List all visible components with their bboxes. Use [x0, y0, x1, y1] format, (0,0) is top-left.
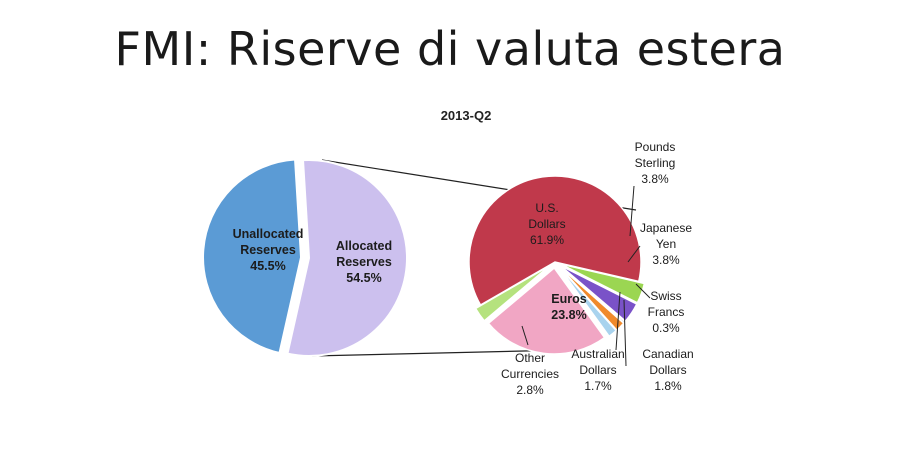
label-usd-line: U.S. [535, 201, 558, 215]
label-cad: Canadian Dollars 1.8% [642, 347, 693, 393]
main-slice-allocated [286, 159, 408, 357]
label-aud-line: 1.7% [584, 379, 612, 393]
chart-subtitle: 2013-Q2 [441, 108, 492, 123]
label-cad-line: Dollars [649, 363, 686, 377]
label-gbp-line: Sterling [635, 156, 676, 170]
detail-slice-eur [487, 266, 606, 355]
label-gbp-line: 3.8% [641, 172, 669, 186]
detail-slice-usd [468, 175, 642, 307]
label-aud: Australian Dollars 1.7% [571, 347, 624, 393]
detail-slice-other [474, 264, 551, 322]
label-allocated-line: 54.5% [346, 271, 381, 285]
label-unallocated-line: Unallocated [233, 227, 304, 241]
label-cad-line: 1.8% [654, 379, 682, 393]
label-other-line: 2.8% [516, 383, 544, 397]
leader-line [521, 325, 529, 346]
leader-line [627, 245, 641, 263]
label-allocated-line: Allocated [336, 239, 392, 253]
label-chf-line: Francs [648, 305, 685, 319]
label-jpy-line: 3.8% [652, 253, 680, 267]
label-usd: U.S. Dollars 61.9% [528, 201, 565, 247]
label-allocated: Allocated Reserves 54.5% [336, 239, 392, 285]
detail-pie [468, 175, 646, 355]
main-pie [202, 158, 408, 357]
label-other-line: Other [515, 351, 545, 365]
label-eur-line: 23.8% [551, 308, 586, 322]
label-chf: Swiss Francs 0.3% [648, 289, 685, 335]
leader-line [635, 283, 651, 299]
label-unallocated: Unallocated Reserves 45.5% [233, 227, 304, 273]
label-chf-line: Swiss [650, 289, 681, 303]
label-allocated-line: Reserves [336, 255, 392, 269]
detail-slice-gbp [560, 263, 646, 304]
detail-slice-jpy [559, 264, 638, 323]
label-eur-line: Euros [551, 292, 586, 306]
slice-labels: Unallocated Reserves 45.5% Allocated Reserve… [233, 140, 694, 397]
label-gbp: Pounds Sterling 3.8% [635, 140, 676, 186]
label-cad-line: Canadian [642, 347, 693, 361]
label-aud-line: Dollars [579, 363, 616, 377]
leader-line [615, 291, 621, 351]
main-slice-unallocated [202, 158, 303, 355]
label-other: Other Currencies 2.8% [501, 351, 559, 397]
label-usd-line: Dollars [528, 217, 565, 231]
connector-bottom [311, 349, 567, 357]
detail-slice-aud [558, 266, 618, 338]
label-unallocated-line: 45.5% [250, 259, 285, 273]
leader-line [623, 299, 627, 367]
label-other-line: Currencies [501, 367, 559, 381]
label-jpy-line: Japanese [640, 221, 692, 235]
label-jpy-line: Yen [656, 237, 676, 251]
leader-line [629, 185, 635, 237]
label-jpy: Japanese Yen 3.8% [640, 221, 692, 267]
page-title: FMI: Riserve di valuta estera [114, 22, 786, 76]
label-gbp-line: Pounds [635, 140, 676, 154]
label-usd-line: 61.9% [530, 233, 564, 247]
label-unallocated-line: Reserves [240, 243, 296, 257]
label-eur: Euros 23.8% [551, 292, 586, 322]
label-chf-line: 0.3% [652, 321, 680, 335]
label-aud-line: Australian [571, 347, 624, 361]
